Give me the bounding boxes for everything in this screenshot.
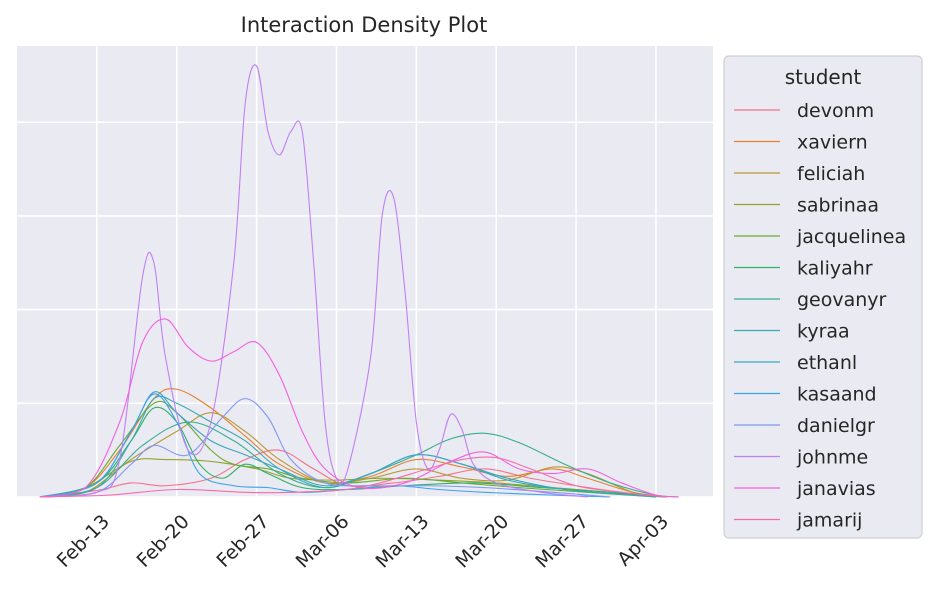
legend-label-danielgr: danielgr (797, 415, 875, 437)
series-line-janavias (39, 318, 679, 498)
legend-label-geovanyr: geovanyr (797, 289, 887, 311)
legend-label-xaviern: xaviern (797, 132, 868, 154)
chart-title: Interaction Density Plot (241, 13, 488, 37)
legend-label-sabrinaa: sabrinaa (797, 195, 879, 217)
plot-area (17, 46, 713, 497)
series-line-kasaand (39, 393, 611, 498)
series-line-johnme (39, 64, 588, 498)
series-line-jamarij (39, 456, 668, 498)
legend-label-kyraa: kyraa (797, 321, 850, 343)
legend-label-devonm: devonm (797, 100, 874, 122)
series-lines (39, 64, 679, 498)
legend-label-jacquelinea: jacquelinea (796, 226, 906, 248)
legend-label-kasaand: kasaand (797, 384, 877, 406)
series-line-devonm (39, 449, 668, 498)
legend-box (723, 55, 923, 539)
legend-label-johnme: johnme (796, 447, 868, 469)
series-line-kyraa (39, 395, 668, 498)
series-line-kaliyahr (39, 406, 657, 498)
legend-label-ethanl: ethanl (797, 352, 857, 374)
legend-title: student (785, 65, 862, 89)
legend-label-janavias: janavias (796, 478, 876, 500)
legend-label-feliciah: feliciah (797, 163, 865, 185)
legend-label-kaliyahr: kaliyahr (797, 258, 873, 280)
legend-label-jamarij: jamarij (796, 510, 862, 532)
legend: student devonm xaviern feliciah sabrinaa jac… (723, 55, 923, 539)
series-line-geovanyr (39, 421, 679, 498)
series-line-danielgr (39, 398, 611, 498)
legend-items: devonm xaviern feliciah sabrinaa jacquelinea… (734, 100, 906, 532)
